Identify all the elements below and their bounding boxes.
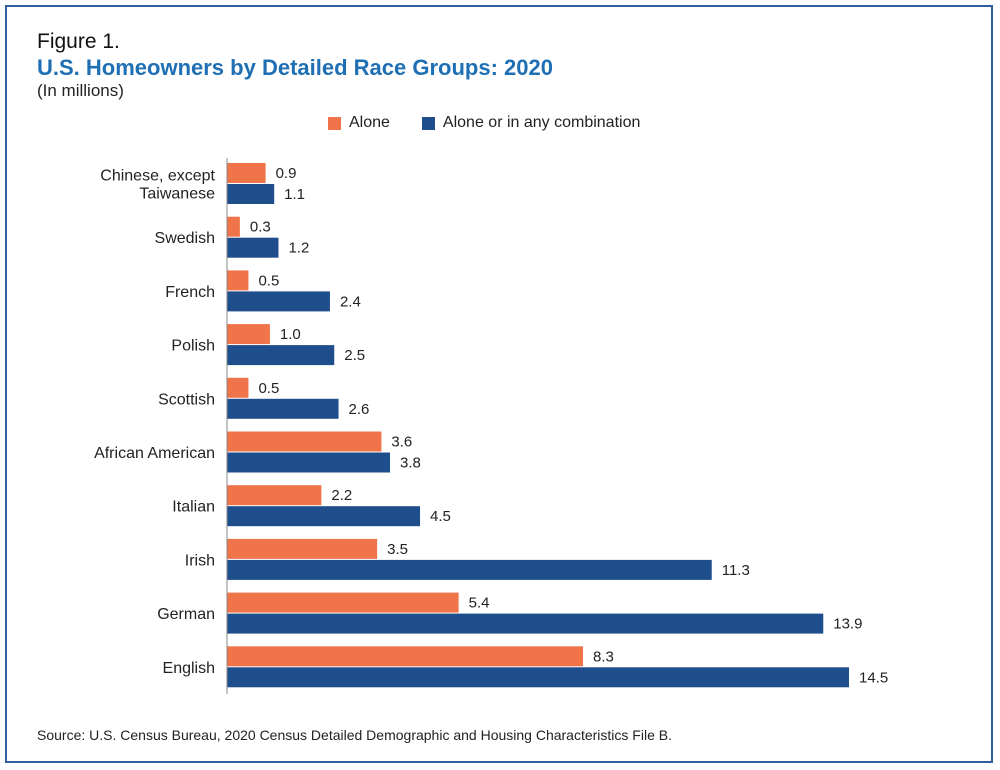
data-label: 4.5	[430, 508, 451, 525]
data-label: 1.1	[284, 186, 305, 203]
data-label: 14.5	[859, 669, 888, 686]
bar-alone	[227, 324, 270, 345]
bar-combination	[227, 667, 849, 688]
legend-item-alone: Alone	[328, 114, 390, 132]
category-label: Italian	[172, 499, 215, 516]
data-label: 0.5	[258, 380, 279, 397]
source-note: Source: U.S. Census Bureau, 2020 Census …	[37, 727, 672, 743]
bar-combination	[227, 184, 275, 204]
bar-combination	[227, 291, 330, 312]
data-label: 5.4	[469, 595, 490, 612]
bar-alone	[227, 485, 322, 506]
data-label: 2.4	[340, 293, 361, 310]
category-label: German	[157, 606, 215, 623]
bar-alone	[227, 538, 378, 559]
data-label: 1.2	[288, 240, 309, 257]
bar-alone	[227, 216, 240, 237]
bar-alone	[227, 592, 459, 613]
category-label: French	[165, 284, 215, 301]
category-label: Scottish	[158, 391, 215, 408]
legend-item-combination: Alone or in any combination	[421, 114, 641, 132]
category-label: Polish	[171, 338, 215, 355]
category-label: African American	[94, 445, 215, 462]
data-label: 3.5	[387, 541, 408, 558]
bar-alone	[227, 163, 266, 183]
data-label: 3.6	[391, 434, 412, 451]
figure-label: Figure 1.	[37, 30, 120, 53]
bar-alone	[227, 377, 249, 398]
legend-label-alone: Alone	[349, 114, 390, 131]
category-label: Chinese, except	[100, 168, 215, 185]
chart-subtitle: (In millions)	[37, 81, 124, 100]
data-label: 0.9	[276, 165, 297, 182]
bar-combination	[227, 237, 279, 258]
data-label: 1.0	[280, 326, 301, 343]
chart-title: U.S. Homeowners by Detailed Race Groups:…	[37, 55, 553, 80]
data-label: 2.6	[349, 401, 370, 418]
data-label: 2.5	[344, 347, 365, 364]
legend-label-combination: Alone or in any combination	[442, 114, 641, 131]
category-label: Irish	[185, 552, 215, 569]
bar-alone	[227, 646, 584, 667]
category-label: Swedish	[155, 230, 215, 247]
bar-combination	[227, 559, 712, 580]
data-label: 8.3	[593, 648, 614, 665]
bar-alone	[227, 431, 382, 452]
figure-frame	[5, 5, 993, 763]
legend-swatch-alone	[328, 116, 341, 130]
category-label: Taiwanese	[139, 186, 215, 203]
data-label: 11.3	[722, 562, 750, 579]
data-label: 13.9	[833, 616, 862, 633]
legend-swatch-combination	[421, 116, 435, 130]
bar-combination	[227, 506, 421, 527]
data-label: 0.3	[250, 219, 271, 236]
category-label: English	[163, 660, 215, 677]
data-label: 3.8	[400, 455, 421, 472]
bar-alone	[227, 270, 249, 291]
bar-combination	[227, 345, 335, 366]
data-label: 0.5	[258, 272, 279, 289]
bar-combination	[227, 613, 824, 634]
data-label: 2.2	[331, 487, 352, 504]
bar-combination	[227, 452, 391, 473]
bar-combination	[227, 398, 339, 419]
legend: Alone Alone or in any combination	[328, 114, 672, 132]
